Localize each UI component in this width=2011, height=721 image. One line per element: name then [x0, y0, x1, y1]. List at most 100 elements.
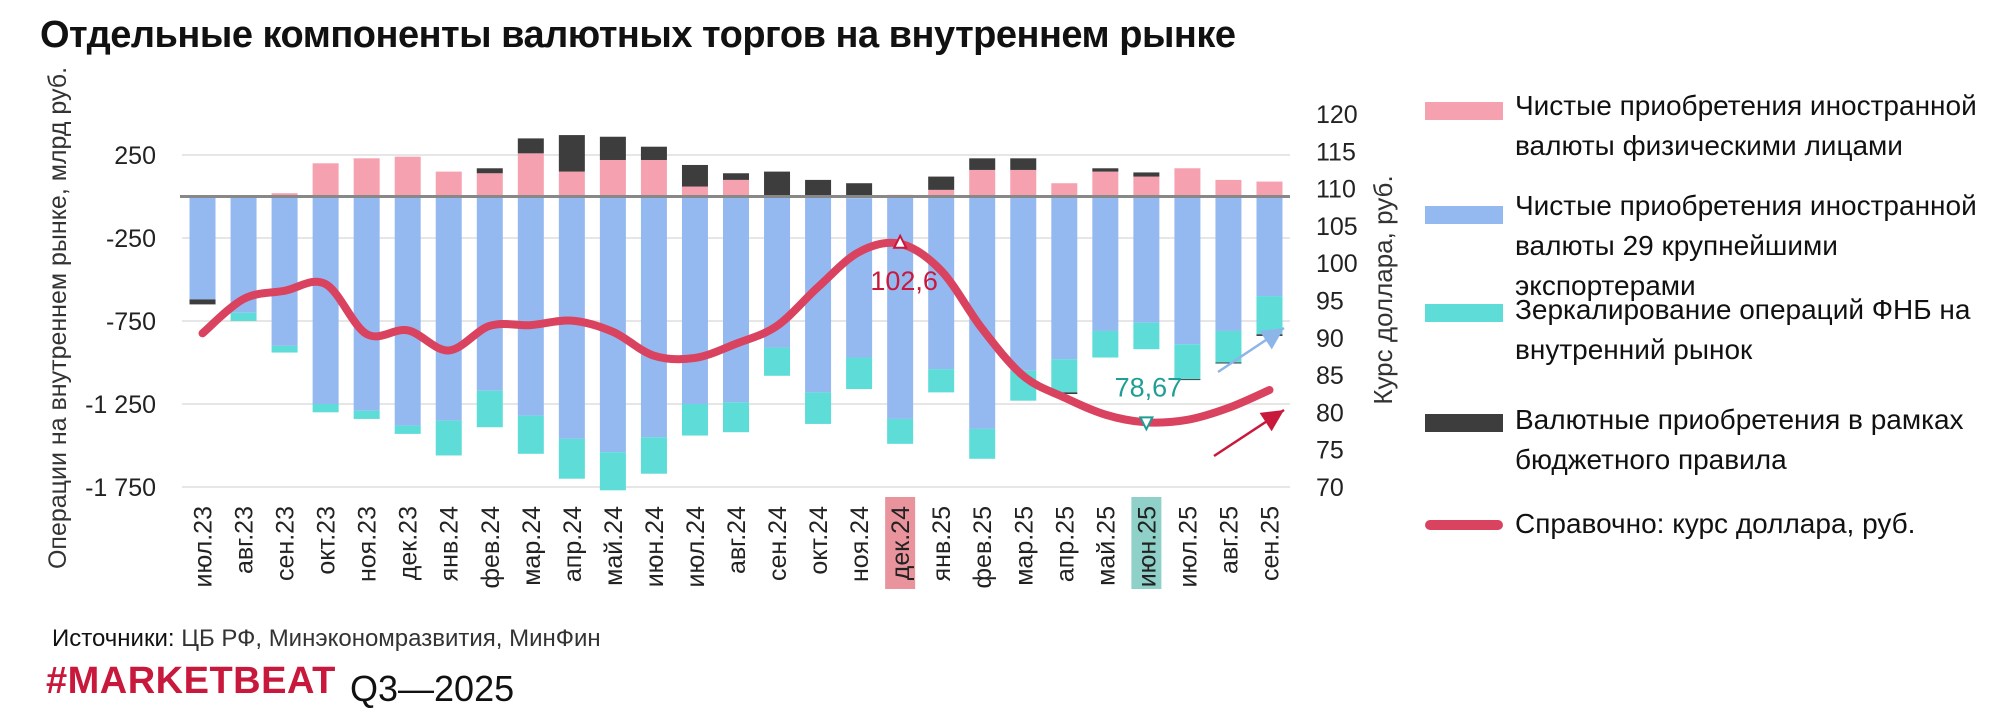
bar-exporters-21	[1051, 196, 1078, 360]
y2-tick-label: 85	[1316, 362, 1344, 390]
y-tick-label: -250	[106, 225, 156, 253]
legend-swatch-rate	[1425, 520, 1503, 530]
bar-exporters-20	[1010, 196, 1037, 371]
legend-label-mirroring: Зеркалирование операций ФНБ на внутренни…	[1515, 294, 1971, 365]
x-tick-label: июн.24	[641, 506, 669, 587]
bar-mirroring-24	[1174, 344, 1201, 380]
bar-budget-24	[1174, 379, 1201, 381]
x-tick-label: июл.25	[1174, 506, 1202, 588]
x-tick-label: фев.25	[969, 506, 997, 589]
y-tick-label: -1 250	[85, 391, 156, 419]
legend-item-exporters: Чистые приобретения иностранной валюты 2…	[1425, 186, 2005, 301]
y2-tick-label: 70	[1316, 474, 1344, 502]
x-tick-label: авг.23	[231, 506, 259, 574]
bar-budget-14	[764, 171, 791, 197]
bar-exporters-3	[312, 196, 339, 404]
trend-arrows	[1213, 326, 1285, 458]
x-tick-label: янв.25	[928, 506, 956, 581]
y2-tick-label: 95	[1316, 288, 1344, 316]
x-tick-label: сен.24	[764, 506, 792, 581]
annotation-peak-label: 102,6	[870, 266, 938, 296]
y2-tick-label: 115	[1316, 138, 1356, 166]
x-tick-label: июн.25	[1133, 506, 1161, 587]
bar-exporters-0	[189, 196, 216, 300]
bar-budget-20	[1010, 158, 1037, 170]
bar-budget-10	[599, 136, 626, 160]
bar-households-18	[928, 189, 955, 197]
y2-tick-label: 105	[1316, 213, 1358, 241]
bar-budget-23	[1133, 172, 1160, 177]
bar-households-9	[558, 171, 585, 197]
legend-item-households: Чистые приобретения иностранной валюты ф…	[1425, 86, 2005, 186]
bar-budget-0	[189, 299, 216, 305]
bar-mirroring-7	[476, 390, 503, 428]
bar-budget-7	[476, 168, 503, 174]
x-tick-label: июл.23	[190, 506, 218, 588]
bar-budget-25	[1215, 362, 1242, 364]
bar-mirroring-2	[271, 345, 298, 353]
source-note: Источники: ЦБ РФ, Минэкономразвития, Мин…	[52, 625, 601, 653]
y2-tick-label: 100	[1316, 250, 1358, 278]
y2-tick-label: 75	[1316, 437, 1344, 465]
legend-swatch-households	[1425, 102, 1503, 120]
bar-households-23	[1133, 176, 1160, 197]
bar-mirroring-10	[599, 452, 626, 491]
brand-logo-text: #MARKETBEAT	[46, 660, 336, 702]
x-tick-label: сен.23	[272, 506, 300, 581]
bar-mirroring-9	[558, 438, 585, 479]
marker-peak-icon	[892, 233, 908, 249]
bar-households-5	[394, 156, 421, 197]
y2-tick-label: 110	[1316, 176, 1356, 204]
bar-mirroring-1	[230, 312, 257, 321]
legend-label-rate: Справочно: курс доллара, руб.	[1515, 508, 1916, 539]
bar-exporters-24	[1174, 196, 1201, 345]
bar-mirroring-25	[1215, 330, 1242, 363]
bar-mirroring-12	[681, 404, 708, 436]
bar-mirroring-4	[353, 410, 380, 419]
x-tick-label: май.24	[600, 506, 628, 586]
bar-exporters-23	[1133, 196, 1160, 323]
bar-households-19	[969, 169, 996, 197]
legend-label-exporters: Чистые приобретения иностранной валюты 2…	[1515, 190, 1977, 301]
bar-exporters-12	[681, 196, 708, 404]
bar-exporters-17	[887, 196, 914, 419]
bar-households-6	[435, 171, 462, 197]
legend-label-budget: Валютные приобретения в рамках бюджетног…	[1515, 404, 1964, 475]
marker-trough-icon	[1138, 416, 1154, 432]
x-tick-label: июл.24	[682, 506, 710, 588]
tick-highlight-дек.24	[885, 497, 916, 589]
bar-budget-18	[928, 176, 955, 190]
bar-households-7	[476, 173, 503, 197]
bar-budget-8	[517, 138, 544, 154]
bar-mirroring-18	[928, 369, 955, 393]
bar-mirroring-22	[1092, 330, 1119, 358]
bar-mirroring-5	[394, 425, 421, 434]
bar-households-12	[681, 186, 708, 197]
trend-arrow-up-blue-head-icon	[1259, 328, 1284, 350]
bar-exporters-2	[271, 196, 298, 346]
y2-tick-label: 80	[1316, 399, 1344, 427]
bar-exporters-5	[394, 196, 421, 426]
bar-exporters-16	[846, 198, 873, 358]
x-tick-label: ноя.24	[846, 506, 874, 582]
bar-households-8	[517, 153, 544, 197]
x-axis-ticks: июл.23 авг.23 сен.23 окт.23 ноя.23 дек.23 янв.…	[190, 506, 1285, 589]
y2-tick-label: 90	[1316, 325, 1344, 353]
bar-households-3	[312, 163, 339, 197]
x-tick-label: апр.24	[559, 506, 587, 582]
bar-exporters-11	[640, 196, 667, 438]
bar-mirroring-15	[805, 392, 832, 424]
bar-households-20	[1010, 169, 1037, 197]
bar-budget-15	[805, 179, 832, 197]
trend-arrow-up-red-head-icon	[1259, 410, 1284, 432]
bar-exporters-6	[435, 196, 462, 421]
x-tick-label: авг.25	[1215, 506, 1243, 574]
bar-households-2	[271, 193, 298, 197]
bar-exporters-4	[353, 196, 380, 411]
x-tick-label: сен.25	[1256, 506, 1284, 581]
legend-item-budget: Валютные приобретения в рамках бюджетног…	[1425, 400, 2005, 504]
bar-mirroring-26	[1256, 296, 1283, 335]
bar-mirroring-8	[517, 415, 544, 454]
bar-budget-13	[723, 173, 749, 180]
bar-households-4	[353, 158, 380, 197]
